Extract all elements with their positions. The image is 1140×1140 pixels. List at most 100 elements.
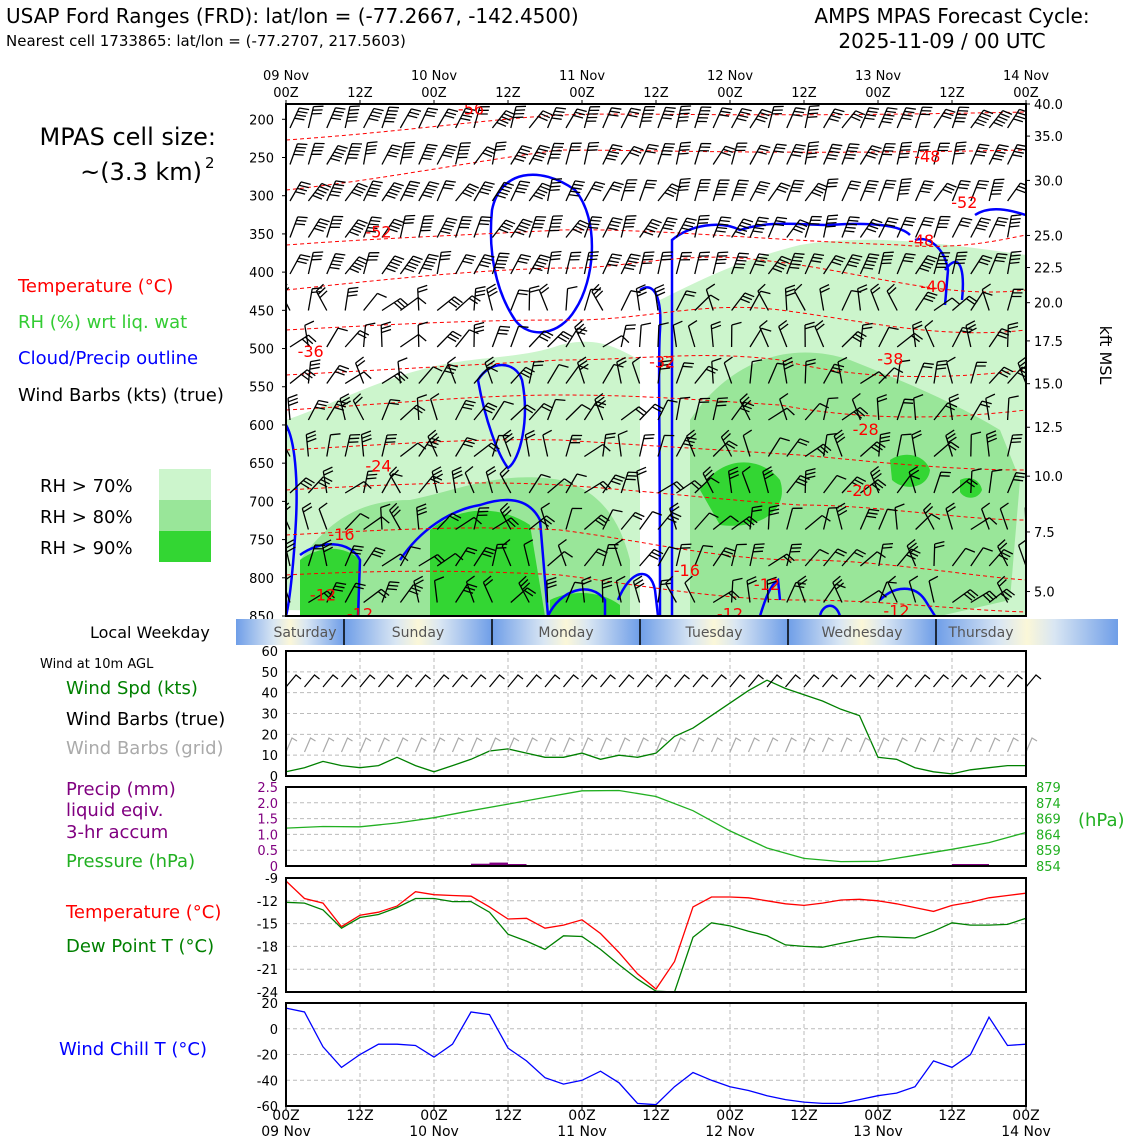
wind-barb [326,433,341,457]
wind-barb [694,544,713,567]
wind-barb [499,466,512,494]
pressure-tick-label: 750 [249,534,274,549]
wind-barb [344,256,369,275]
wind-barb [1025,161,1026,165]
y-tick-label: 40 [261,687,278,702]
height-tick-label: 7.5 [1034,526,1055,541]
wind-barb [712,216,732,238]
bottom-date-label: 14 Nov [1001,1124,1051,1140]
wind-barb [540,502,550,530]
wind-barb [289,369,316,385]
wind-barb [952,589,979,604]
wind-barb [841,180,862,202]
wind-barb [1006,395,1019,421]
y-tick-label: 2.5 [257,781,278,796]
surface-barb-grid [655,737,668,753]
wind-barb [354,356,366,384]
wind-barb [694,179,711,202]
temperature-label: -16 [328,525,354,544]
surface-barb-grid [766,737,779,753]
wind-barb [565,404,591,421]
surface-barb-grid [618,737,631,753]
wind-barb [657,399,678,421]
wind-barb [307,251,324,275]
height-tick-label: 30.0 [1034,174,1063,189]
surface-barb-true [396,674,413,688]
top-time-label: 00Z [717,86,743,101]
wind-barb [896,178,912,202]
wind-barb [344,371,372,385]
wind-barb [988,252,1008,275]
wind-barb [339,393,351,421]
wind-barb [602,144,623,165]
wind-barb [344,545,364,567]
surface-barb-true [914,674,931,688]
wind-barb [464,465,475,494]
wind-barb [362,322,376,348]
wind-barb [786,507,803,530]
wind-barb [859,218,883,238]
wind-barb [804,105,820,129]
wind-barb [400,333,427,348]
height-tick-label: 15.0 [1034,378,1063,393]
weekday-segment [640,619,788,645]
wind-barb [418,215,435,238]
wind-barb [857,284,868,311]
wind-barb [482,575,494,603]
wind-barb [528,144,550,165]
wind-barb [786,219,810,238]
pressure-tick-label: 650 [249,457,274,472]
pressure-tick-label: 854 [1036,860,1061,875]
wind-barb [657,251,673,275]
y-tick-label: 50 [261,666,278,681]
pressure-tick-label: 250 [249,151,274,166]
wind-barb [620,215,637,238]
wind-barb [380,503,391,530]
wind-barb [381,553,409,567]
surface-barb-true [729,674,746,688]
wind-barb [951,295,978,311]
wind-barb [602,335,630,348]
temperature-panel: -24 -21 -18 -15 -12 -9 [257,872,1027,1001]
wind-barb [326,253,346,275]
wind-barb [344,105,360,129]
pressure-tick-label: 200 [249,113,274,128]
wind-barb [546,398,566,421]
wind-barb [492,517,519,531]
wind-barb [473,146,497,165]
wind-barb [988,144,1009,165]
top-time-label: 12Z [791,86,817,101]
bottom-time-label: 00Z [864,1108,891,1124]
precip-label-1: Precip (mm) [66,779,176,800]
wind-barb [528,110,553,129]
wind-barb [933,540,945,567]
wind-barb [786,107,806,129]
temperature-label: -12 [310,586,336,605]
wind-barb [988,328,1012,348]
wind-barb [473,106,490,129]
wind-barb [287,393,299,421]
surface-barb-true [859,674,875,688]
wind-barb [389,466,401,494]
wind-barb [362,252,380,275]
kft-axis-label: kft MSL [1096,326,1115,385]
temperature-label: -20 [846,481,872,500]
wind-barb [778,319,789,348]
surface-barb-grid [673,737,686,753]
surface-barb-true [1007,674,1023,688]
wind-barb [675,251,692,275]
wind-barb [1006,214,1022,238]
wind-barbs-true-label: Wind Barbs (true) [66,709,225,730]
top-time-axis: 00Z 09 Nov 12Z 00Z 10 Nov 12Z 00Z 11 Nov 12Z 00Z 1… [263,69,1049,104]
wind-barb [945,429,957,457]
wind-barb [1007,144,1026,165]
wind-barb [381,182,404,202]
wind-barb [565,507,583,530]
surface-barb-true [988,674,1005,688]
wind-barb [455,254,476,275]
wind-barb [638,433,655,457]
pressure-tick-label: 450 [249,304,274,319]
wind-barb [859,107,880,129]
wind-barb [289,107,310,129]
